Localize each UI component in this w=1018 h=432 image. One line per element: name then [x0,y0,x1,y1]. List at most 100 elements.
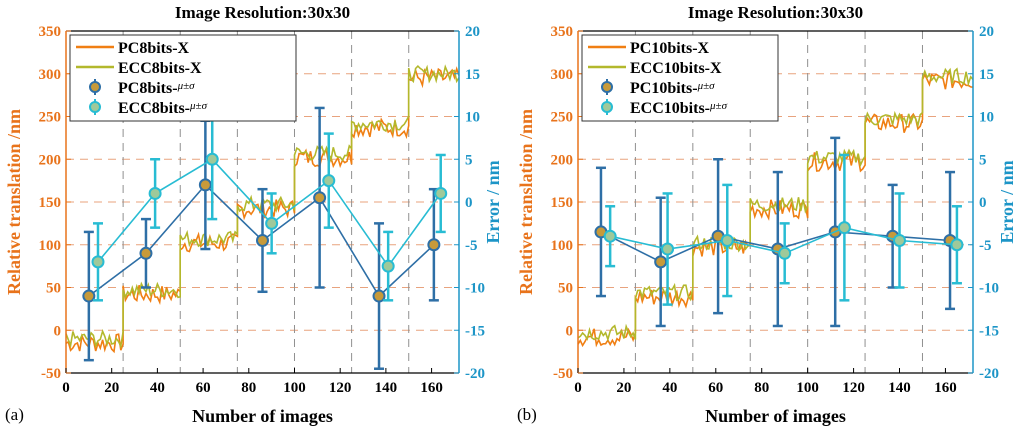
y-right-tick-label: 20 [979,24,994,40]
y-left-tick-label: 100 [39,238,62,254]
legend-marker-swatch [601,81,613,93]
legend-entry-text: PC10bits- [630,80,698,97]
y-right-tick-label: 10 [465,110,480,126]
legend-entry-text: ECC10bits- [630,100,710,117]
y-right-tick-label: 0 [979,195,987,211]
x-tick-label: 40 [662,380,677,396]
error-marker [778,246,792,260]
x-tick-label: 20 [616,380,631,396]
y-left-tick-label: -50 [553,366,573,382]
x-tick-label: 160 [420,380,443,396]
y-left-tick-label: 200 [39,152,62,168]
x-tick-label: 120 [329,380,352,396]
legend-entry-label: PC10bits-X [630,40,710,57]
x-tick-label: 20 [104,380,119,396]
legend-entry-text: ECC8bits- [118,100,190,117]
panel-label: (a) [5,405,24,424]
y-left-tick-label: 250 [39,110,62,126]
error-marker [198,178,212,192]
chart-title: Image Resolution:30x30 [688,3,863,22]
y-right-tick-label: -5 [465,238,478,254]
y-left-tick-label: 0 [54,323,62,339]
x-tick-label: 100 [796,380,819,396]
error-marker [654,255,668,269]
y-left-tick-label: 150 [551,195,574,211]
panel-a: 0 20 40 60 80 100 120 140 160-500501001502002503… [4,3,503,426]
y-left-tick-label: 300 [39,67,62,83]
chart-title: Image Resolution:30x30 [175,3,350,22]
series-line-pc [577,68,974,348]
legend-marker-swatch [89,81,101,93]
y-right-tick-label: -15 [979,323,999,339]
error-marker [837,221,851,235]
legend-entry-suffix: μ±σ [697,80,716,92]
legend-entry-text: ECC8bits-X [118,60,202,77]
y-left-tick-label: 350 [551,24,574,40]
y-left-tick-label: 0 [566,323,574,339]
y-axis-label-left: Relative translation /nm [516,109,536,295]
x-tick-label: 0 [62,380,70,396]
error-marker [661,242,675,256]
x-tick-label: 120 [842,380,865,396]
error-marker [265,216,279,230]
y-left-tick-label: 300 [551,67,574,83]
error-marker [322,174,336,188]
y-right-tick-label: 5 [465,152,473,168]
error-marker [91,255,105,269]
y-left-tick-label: 150 [39,195,62,211]
legend-entry-label: ECC10bits-μ±σ [630,100,728,117]
error-marker [256,233,269,247]
legend-entry-label: ECC8bits-X [118,60,202,77]
legend-entry-suffix: μ±σ [177,80,196,92]
x-tick-label: 100 [283,380,306,396]
error-marker [82,289,96,303]
legend-entry-label: ECC8bits-μ±σ [118,100,208,117]
error-marker [893,233,907,247]
x-tick-label: 160 [934,380,957,396]
x-tick-label: 0 [574,380,582,396]
y-left-tick-label: 350 [39,24,62,40]
x-tick-label: 80 [241,380,256,396]
y-right-tick-label: 15 [465,67,480,83]
y-axis-label-right: Error / nm [483,160,503,243]
y-right-tick-label: -10 [979,281,999,297]
error-marker [313,191,327,205]
y-right-tick-label: -20 [465,366,485,382]
error-marker [720,233,734,247]
y-left-tick-label: -50 [41,366,61,382]
y-axis-label-right: Error / nm [997,160,1017,243]
legend-entry-label: PC8bits-X [118,40,190,57]
x-tick-label: 140 [888,380,911,396]
error-marker [148,186,162,200]
error-marker [434,186,448,200]
panel-b: 0 20 40 60 80 100 120 140 160-500501001502002503… [516,3,1017,426]
legend-entry-text: PC8bits- [118,80,178,97]
error-marker [950,238,964,252]
y-right-tick-label: 10 [979,110,994,126]
y-right-tick-label: 20 [465,24,480,40]
legend-entry-label: ECC10bits-X [630,60,722,77]
y-right-tick-label: 15 [979,67,994,83]
y-left-tick-label: 250 [551,110,574,126]
x-tick-label: 60 [196,380,211,396]
legend-entry-label: PC10bits-μ±σ [630,80,715,97]
legend-entry-text: PC8bits-X [118,40,190,57]
series-line-ecc [577,67,974,342]
y-right-tick-label: -10 [465,281,485,297]
x-tick-label: 80 [754,380,769,396]
error-marker [372,289,386,303]
legend-entry-suffix: μ±σ [709,100,728,112]
legend-entry-suffix: μ±σ [189,100,208,112]
y-left-tick-label: 50 [46,281,61,297]
y-left-tick-label: 100 [551,238,574,254]
error-marker [381,259,395,273]
panel-label: (b) [517,405,537,424]
error-marker [427,238,441,252]
legend-entry-text: ECC10bits-X [630,60,722,77]
x-axis-label: Number of images [192,406,333,426]
legend-marker-swatch [601,101,613,113]
y-right-tick-label: -5 [979,238,992,254]
legend-entry-text: PC10bits-X [630,40,710,57]
y-right-tick-label: 0 [465,195,473,211]
y-left-tick-label: 50 [558,281,573,297]
